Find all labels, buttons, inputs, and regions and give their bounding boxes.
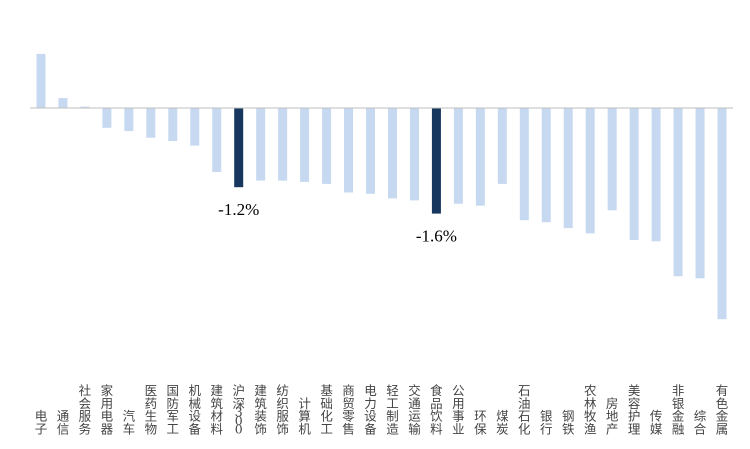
bar-国防军工 [168,108,178,141]
annotation-group: -1.2% -1.6% [218,200,457,245]
category-label: 交通运输 [408,383,421,436]
bar-轻工制造 [387,108,397,199]
category-label: 通信 [57,409,70,437]
bar-纺织服饰 [278,108,288,181]
category-label: 纺织服饰 [276,383,289,436]
data-label-食品饮料: -1.6% [416,227,457,246]
bar-钢铁 [563,108,573,229]
bar-基础化工 [322,108,332,184]
bar-沪深300 [234,108,244,188]
category-label: 社会服务 [79,383,92,436]
bar-银行 [541,108,551,223]
bar-有色金属 [717,108,727,320]
bar-家用电器 [102,108,112,128]
bar-电子 [36,53,46,108]
category-label: 农林牧渔 [584,383,597,436]
bar-交通运输 [409,108,419,201]
bar-建筑材料 [212,108,222,173]
bar-石油石化 [519,108,529,221]
category-label: 电力设备 [364,383,377,436]
bar-食品饮料 [431,108,441,214]
category-label: 银行 [540,409,553,437]
category-label: 石油石化 [518,383,531,436]
bar-group [36,53,727,320]
bar-汽车 [124,108,134,132]
category-label: 国防军工 [167,383,180,436]
category-label: 医药生物 [145,383,158,436]
category-label: 美容护理 [628,383,641,436]
bar-商贸零售 [344,108,354,193]
category-label: 建筑材料 [210,383,223,436]
category-label: 轻工制造 [386,383,399,436]
category-label: 商贸零售 [342,383,355,436]
bar-公用事业 [453,108,463,204]
bar-社会服务 [80,106,90,108]
bar-煤炭 [497,108,507,184]
category-label: 非银金融 [672,383,685,436]
category-label: 公用事业 [452,383,465,436]
bar-非银金融 [673,108,683,277]
category-label: 房地产 [606,396,619,437]
bar-机械设备 [190,108,200,146]
category-label: 传媒 [650,409,663,437]
category-label: 沪深 3 0 0 [232,383,245,436]
bar-通信 [58,98,68,108]
category-label: 煤炭 [496,409,509,437]
bar-房地产 [607,108,617,211]
bar-计算机 [300,108,310,182]
category-label: 环保 [474,409,487,437]
bar-建筑装饰 [256,108,266,181]
category-label: 计算机 [298,396,311,437]
bar-美容护理 [629,108,639,240]
category-label: 基础化工 [320,383,333,436]
category-label: 建筑装饰 [254,383,267,436]
data-label-沪深300: -1.2% [218,200,259,219]
category-label: 有色金属 [716,383,729,436]
bar-电力设备 [366,108,376,194]
category-label: 钢铁 [562,409,575,437]
category-label: 汽车 [123,409,136,437]
bar-农林牧渔 [585,108,595,234]
category-label: 食品饮料 [430,383,443,436]
bar-传媒 [651,108,661,242]
category-label: 机械设备 [189,383,202,436]
bar-医药生物 [146,108,156,138]
bar-环保 [475,108,485,206]
bar-综合 [695,108,705,279]
category-label: 家用电器 [101,383,114,436]
category-label: 综合 [694,409,707,437]
category-label: 电子 [35,409,48,437]
